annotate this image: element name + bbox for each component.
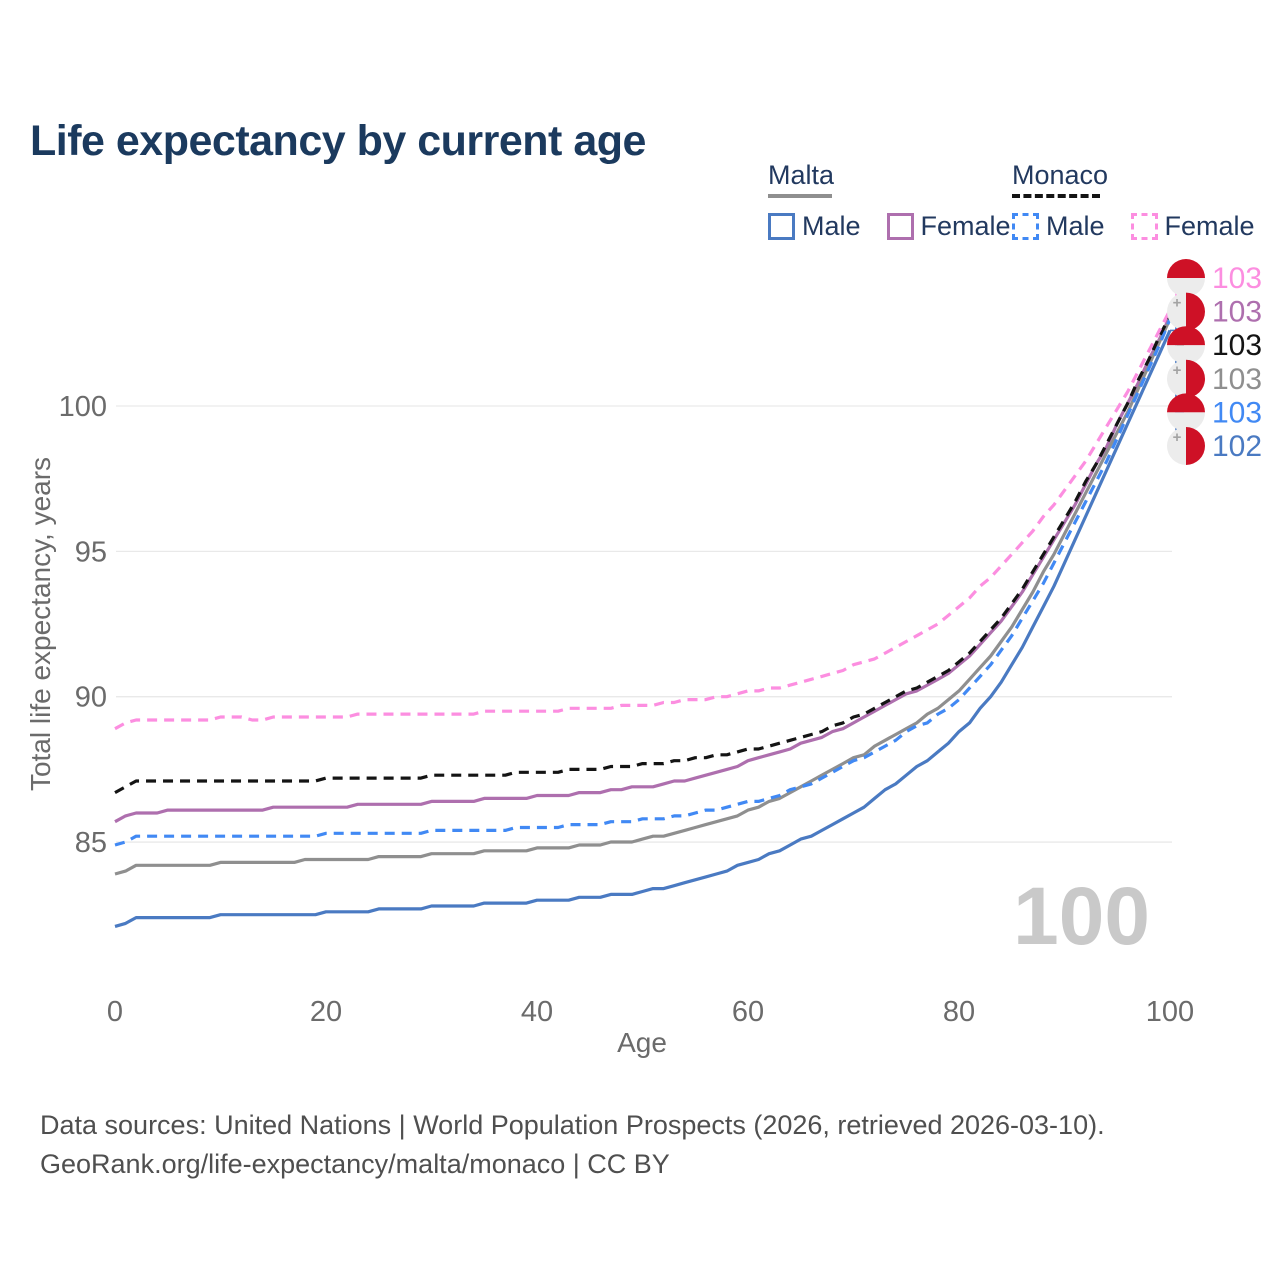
legend-group-malta-label: Malta: [768, 160, 835, 190]
malta-male-swatch: [768, 213, 795, 240]
x-tick-label: 100: [1146, 996, 1194, 1028]
end-value-label-monaco_all: 103: [1212, 329, 1262, 362]
y-tick-label: 100: [59, 391, 107, 423]
series-line-monaco_male: [114, 318, 1172, 847]
series-line-monaco_all: [114, 315, 1172, 795]
malta-flag-icon: +: [1167, 427, 1205, 465]
legend-item-malta-female-label: Female: [920, 211, 1011, 241]
x-axis-title: Age: [617, 1027, 667, 1058]
legend-group-monaco: Monaco Male Female: [1012, 160, 1255, 242]
y-tick-label: 90: [75, 682, 107, 714]
y-tick-label: 85: [75, 827, 107, 859]
legend-item-monaco-female-label: Female: [1164, 211, 1255, 241]
monaco-flag-icon: [1167, 393, 1205, 432]
legend-group-malta: Malta Male Female: [768, 160, 1011, 242]
svg-text:+: +: [1173, 295, 1182, 312]
legend-item-malta-female[interactable]: Female: [886, 211, 1011, 242]
monaco-total-line-swatch: [1012, 194, 1100, 198]
x-tick-label: 40: [521, 996, 553, 1028]
legend-group-malta-toggle[interactable]: Malta: [768, 160, 1011, 198]
legend-group-monaco-toggle[interactable]: Monaco: [1012, 160, 1255, 198]
legend-item-malta-male[interactable]: Male: [768, 211, 861, 242]
series-line-malta_male: [114, 329, 1172, 928]
x-tick-label: 80: [943, 996, 975, 1028]
footer-data-sources: Data sources: United Nations | World Pop…: [40, 1110, 1105, 1140]
series-line-monaco_female: [114, 309, 1172, 731]
series-line-malta_all: [114, 318, 1172, 876]
x-tick-label: 60: [732, 996, 764, 1028]
y-tick-label: 95: [75, 536, 107, 568]
x-tick-label: 20: [310, 996, 342, 1028]
legend-item-malta-male-label: Male: [802, 211, 861, 241]
series-line-malta_female: [114, 315, 1172, 824]
monaco-flag-icon: [1167, 259, 1205, 297]
legend-item-monaco-female[interactable]: Female: [1130, 211, 1255, 242]
page-title: Life expectancy by current age: [30, 116, 646, 165]
malta-flag-icon: +: [1167, 359, 1205, 398]
malta-flag-icon: +: [1167, 292, 1205, 331]
end-value-label-monaco_male: 103: [1212, 396, 1262, 429]
footer-attribution: GeoRank.org/life-expectancy/malta/monaco…: [40, 1149, 670, 1179]
x-tick-label: 0: [107, 996, 123, 1028]
malta-female-swatch: [886, 213, 914, 240]
svg-text:+: +: [1173, 362, 1182, 379]
monaco-male-swatch: [1012, 213, 1039, 240]
legend-group-monaco-label: Monaco: [1012, 160, 1109, 190]
end-value-label-malta_female: 103: [1212, 296, 1262, 329]
monaco-female-swatch: [1130, 213, 1158, 240]
malta-total-line-swatch: [768, 194, 832, 198]
end-value-label-monaco_female: 103: [1212, 262, 1262, 295]
y-axis-title: Total life expectancy, years: [25, 457, 56, 791]
legend-item-monaco-male-label: Male: [1046, 211, 1105, 241]
footer: Data sources: United Nations | World Pop…: [40, 1106, 1105, 1184]
age-watermark: 100: [1013, 871, 1150, 962]
monaco-flag-icon: [1167, 326, 1205, 365]
end-value-label-malta_male: 102: [1212, 430, 1262, 463]
end-value-label-malta_all: 103: [1212, 363, 1262, 396]
svg-text:+: +: [1173, 429, 1182, 446]
legend-item-monaco-male[interactable]: Male: [1012, 211, 1105, 242]
